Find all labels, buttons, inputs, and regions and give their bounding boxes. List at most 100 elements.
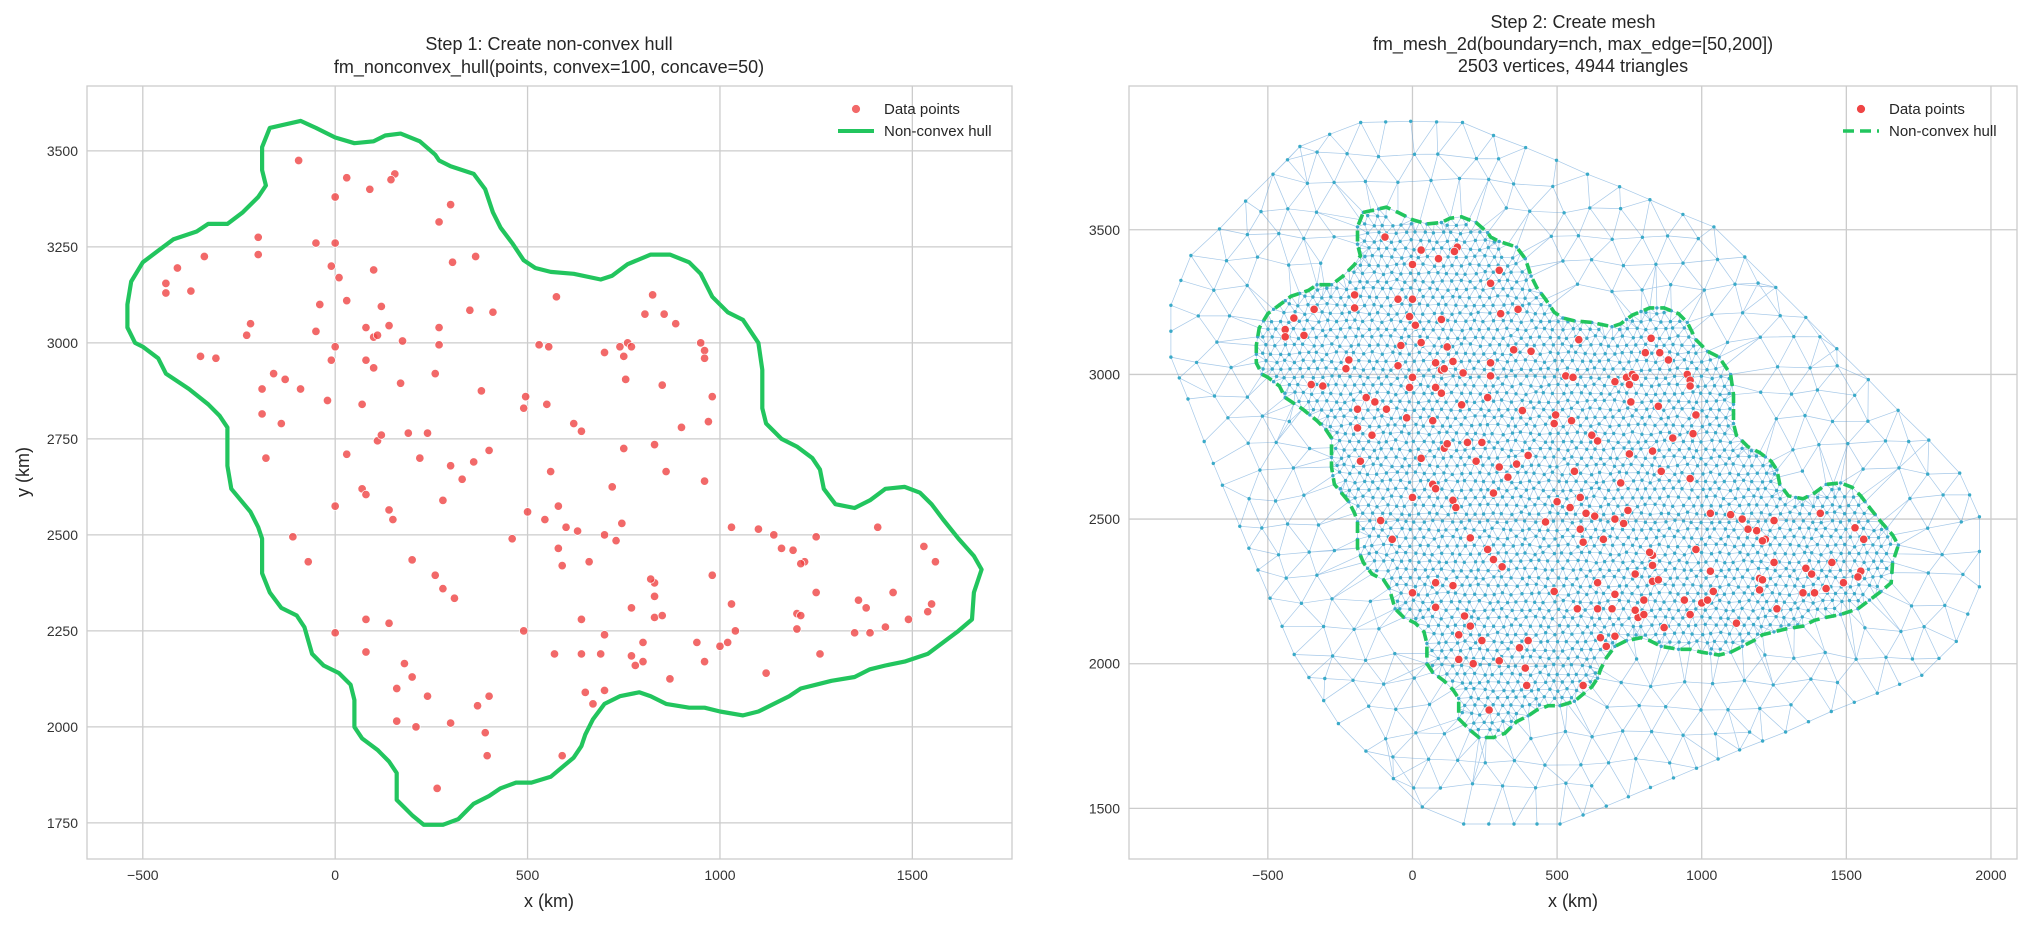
mesh-vertex [1532,406,1536,410]
mesh-vertex [1579,614,1583,618]
mesh-vertex [1649,384,1654,388]
mesh-vertex [1544,680,1548,684]
mesh-vertex [1520,576,1525,581]
data-point [361,614,371,624]
mesh-vertex [1594,590,1599,595]
data-point [1431,602,1441,612]
mesh-vertex [1612,496,1616,501]
mesh-vertex [1487,263,1491,268]
mesh-vertex [1399,335,1404,340]
mesh-vertex [1552,649,1556,653]
mesh-vertex [1357,439,1361,444]
mesh-vertex [1787,593,1792,597]
data-point [1280,332,1290,342]
mesh-vertex [1372,559,1377,563]
data-point [769,530,779,540]
mesh-vertex [1625,567,1630,571]
mesh-vertex [1468,375,1473,380]
mesh-vertex [1296,336,1301,341]
mesh-vertex [1384,455,1388,460]
mesh-vertex [1343,432,1348,436]
mesh-vertex [1560,359,1565,363]
mesh-vertex [1224,259,1229,263]
mesh-vertex [1680,487,1684,491]
data-point [1416,338,1426,348]
mesh-vertex [1875,691,1880,695]
mesh-vertex [1408,303,1413,307]
data-point [365,184,375,194]
mesh-vertex [1727,520,1731,524]
mesh-vertex [1689,520,1693,525]
mesh-vertex [1496,536,1500,541]
mesh-vertex [1695,479,1699,484]
mesh-vertex [1775,365,1780,369]
mesh-vertex [1658,496,1662,500]
mesh-vertex [1375,359,1379,364]
mesh-vertex [1713,431,1718,435]
mesh-vertex [1412,488,1417,492]
mesh-vertex [1792,568,1796,573]
mesh-vertex [1506,664,1511,669]
mesh-vertex [1724,608,1728,613]
mesh-vertex [1561,630,1565,635]
mesh-vertex [1692,504,1696,508]
mesh-vertex [1627,440,1631,444]
mesh-vertex [1430,407,1435,412]
mesh-vertex [1431,231,1436,235]
mesh-vertex [1636,422,1640,426]
mesh-vertex [1370,543,1374,548]
mesh-vertex [1717,355,1721,359]
mesh-vertex [1534,664,1538,668]
mesh-vertex [1690,632,1694,636]
mesh-vertex [1579,456,1584,460]
mesh-vertex [1801,519,1806,523]
mesh-vertex [1543,568,1548,572]
mesh-vertex [1676,495,1681,499]
mesh-vertex [1569,406,1574,410]
mesh-vertex [1518,480,1523,485]
mesh-vertex [1634,633,1638,637]
mesh-vertex [1464,656,1468,660]
mesh-vertex [1825,543,1830,548]
mesh-vertex [1537,480,1541,485]
mesh-vertex [1620,527,1625,532]
mesh-vertex [1648,496,1652,500]
mesh-vertex [1816,495,1820,500]
mesh-vertex [1367,246,1371,250]
mesh-vertex [1426,575,1430,579]
mesh-vertex [1639,511,1644,515]
mesh-vertex [1490,526,1494,530]
mesh-vertex [1728,440,1733,445]
data-point [1393,361,1403,371]
mesh-vertex [1654,344,1659,348]
data-point [1485,278,1496,288]
mesh-vertex [1491,270,1496,274]
mesh-vertex [1735,567,1740,571]
mesh-vertex [1486,616,1490,620]
data-point [1496,309,1506,319]
mesh-vertex [1462,336,1467,340]
mesh-vertex [1439,220,1444,225]
data-point [657,380,667,390]
mesh-vertex [1704,560,1708,564]
mesh-vertex [1408,271,1413,275]
mesh-vertex [1588,206,1592,210]
mesh-vertex [1551,184,1555,189]
mesh-vertex [1321,328,1325,333]
mesh-vertex [1453,367,1458,371]
mesh-vertex [1589,343,1593,347]
mesh-vertex [1440,649,1444,653]
mesh-vertex [1571,327,1576,331]
mesh-vertex [1483,673,1487,677]
mesh-vertex [1598,567,1602,572]
mesh-vertex [1482,352,1486,356]
mesh-vertex [1796,606,1800,610]
mesh-vertex [1839,551,1843,556]
mesh-vertex [1368,599,1373,603]
mesh-vertex [1584,416,1589,420]
mesh-vertex [1454,431,1459,435]
mesh-vertex [1565,431,1569,435]
mesh-vertex [1602,559,1607,564]
mesh-vertex [1575,640,1580,644]
mesh-vertex [1473,335,1478,340]
